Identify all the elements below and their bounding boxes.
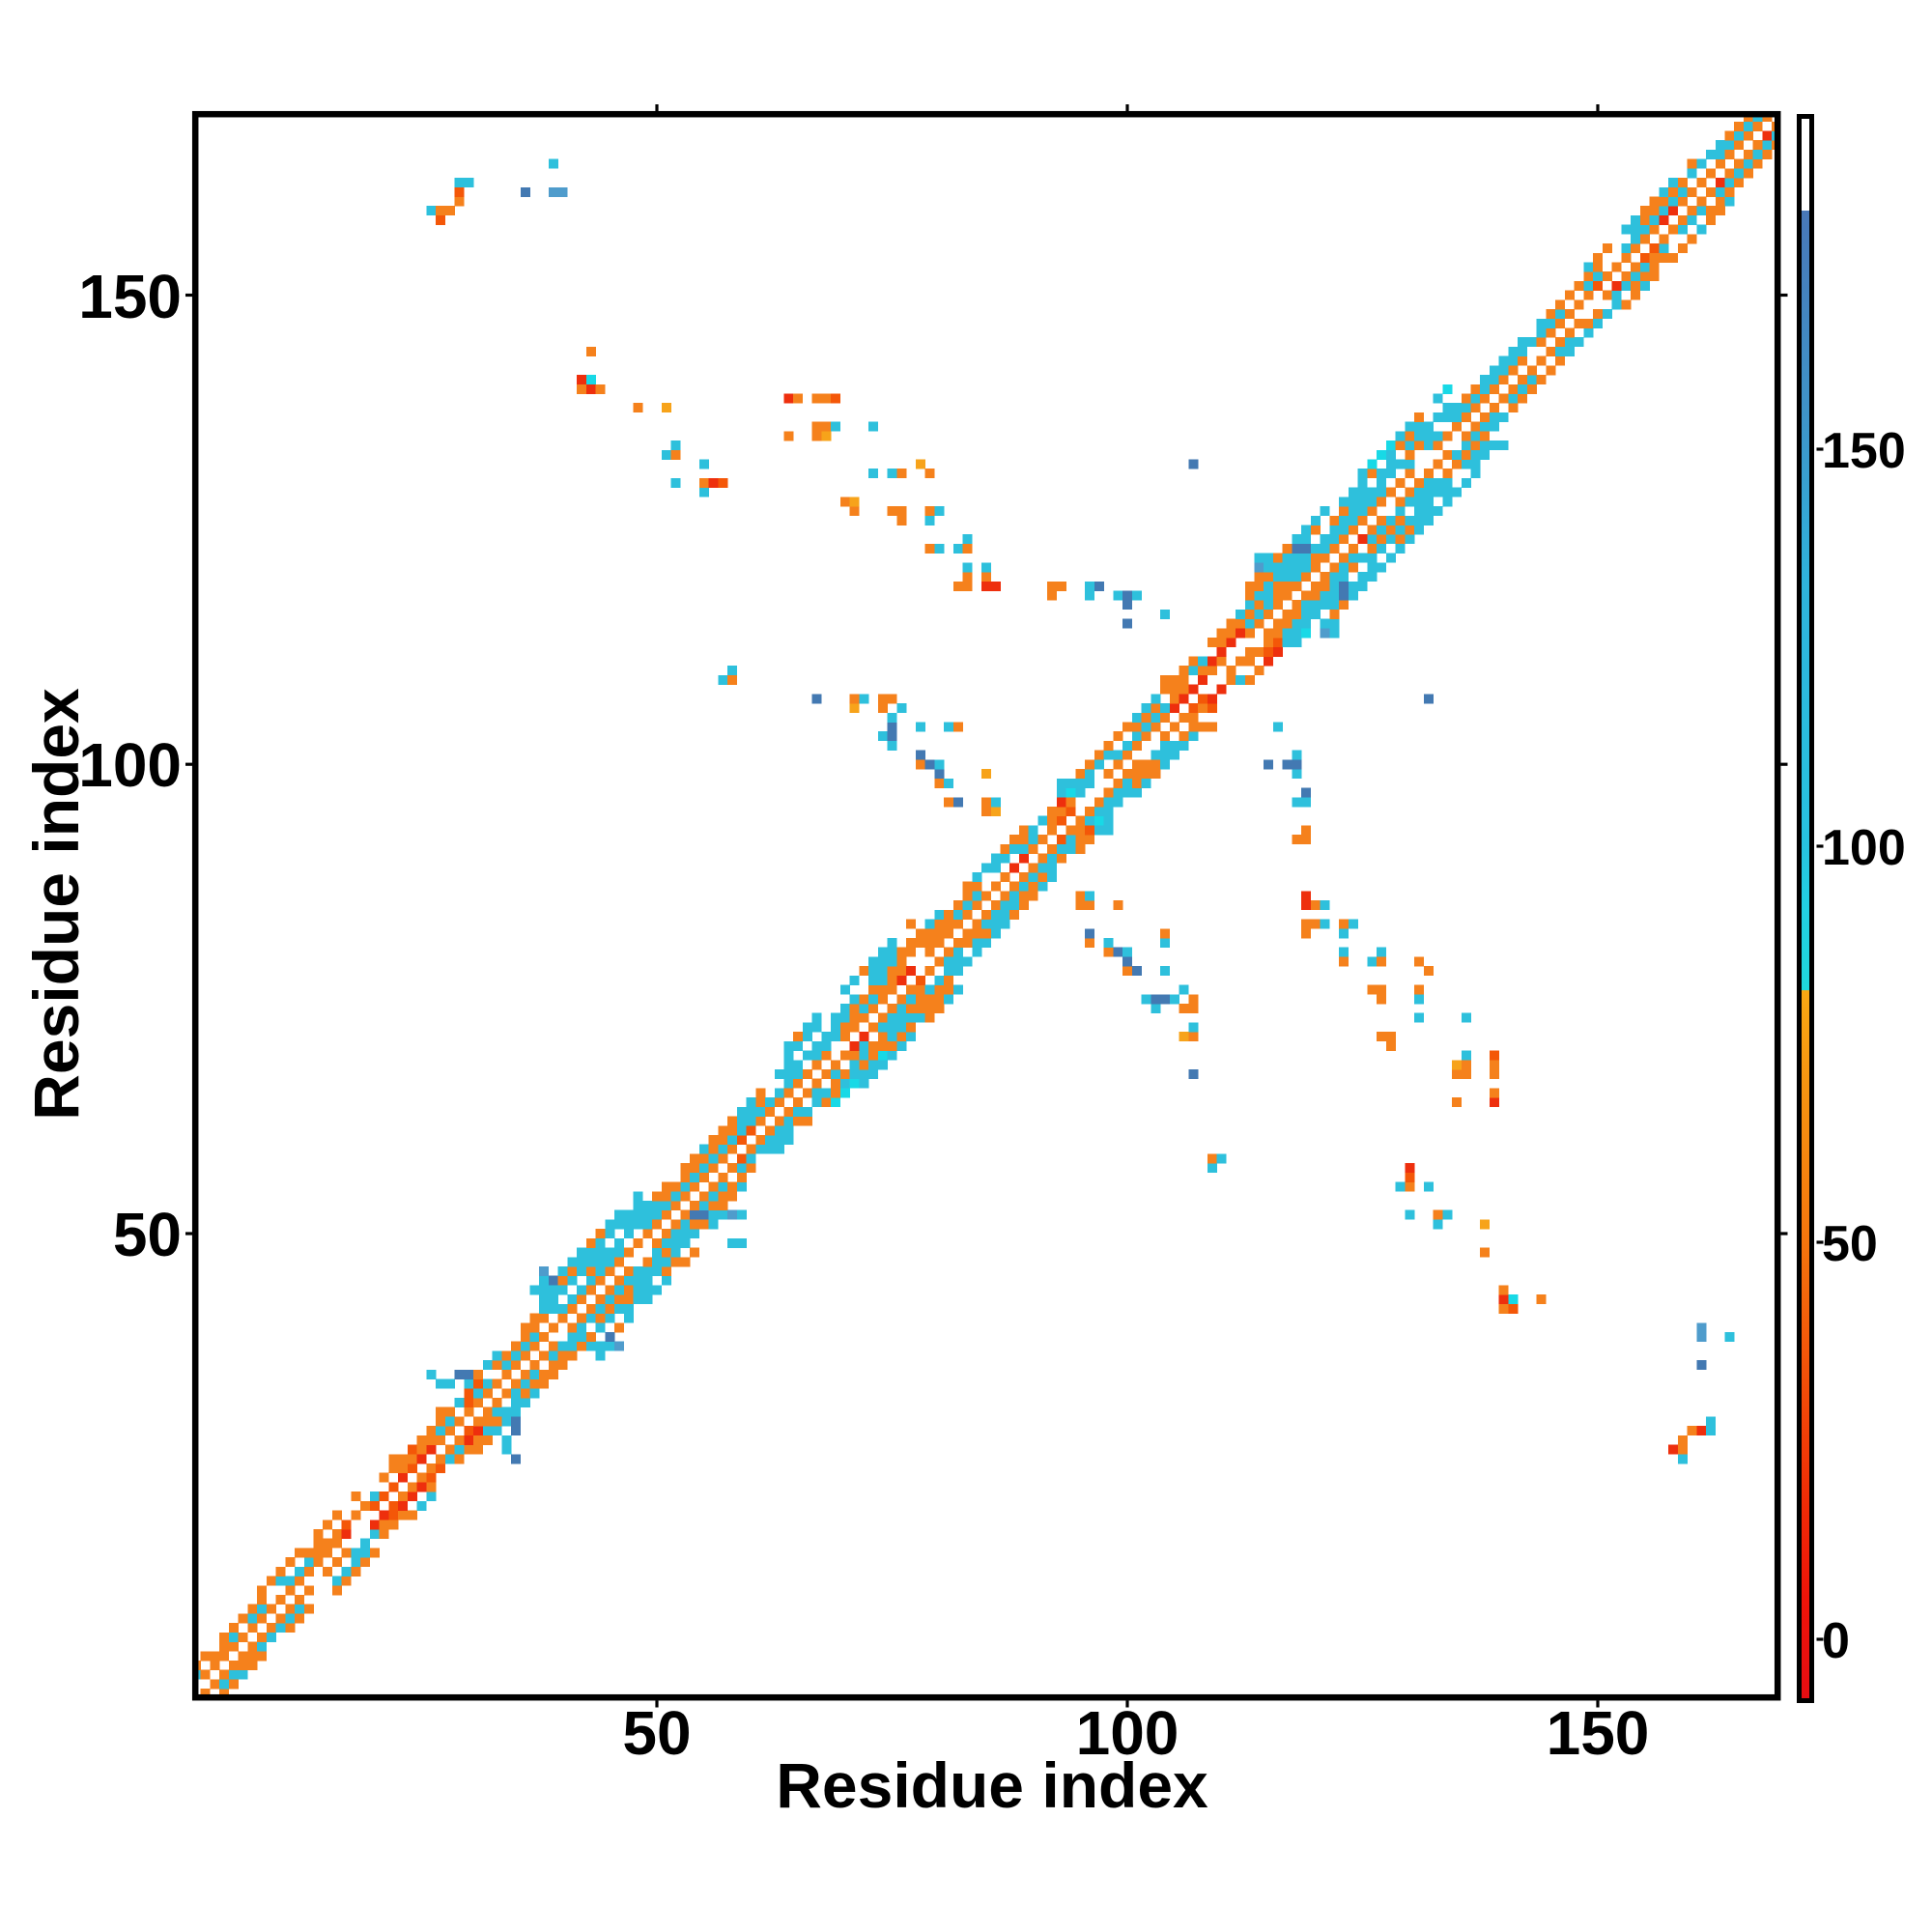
svg-text:150: 150 — [1822, 423, 1906, 479]
svg-text:Residue index: Residue index — [776, 1749, 1208, 1821]
svg-text:100: 100 — [78, 730, 182, 800]
svg-text:100: 100 — [1822, 820, 1906, 876]
svg-text:150: 150 — [78, 262, 182, 331]
svg-text:Residue index: Residue index — [20, 688, 92, 1121]
svg-text:50: 50 — [622, 1698, 691, 1768]
svg-text:100: 100 — [1076, 1698, 1179, 1768]
svg-text:50: 50 — [113, 1200, 182, 1269]
svg-text:50: 50 — [1822, 1216, 1878, 1272]
svg-text:0: 0 — [1822, 1613, 1850, 1669]
svg-text:150: 150 — [1547, 1698, 1650, 1768]
